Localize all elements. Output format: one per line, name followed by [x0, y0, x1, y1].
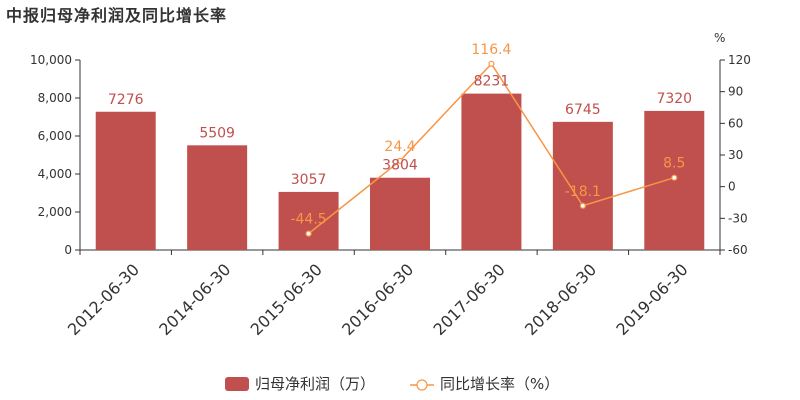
y-right-tick-label: 30: [728, 148, 743, 162]
y-right-tick-label: 90: [728, 85, 743, 99]
bar: [95, 111, 156, 250]
labels-layer: 7276 5509 3057 3804 8231 6745 7320 -44.5 24.4 116…: [108, 42, 692, 228]
growth-value-label: 24.4: [384, 139, 415, 155]
y-left-tick-label: 4,000: [38, 167, 72, 181]
growth-value-label: -18.1: [565, 184, 601, 200]
bar-value-label: 6745: [565, 102, 601, 118]
bar-value-label: 3804: [382, 158, 418, 174]
y-left-tick-label: 2,000: [38, 205, 72, 219]
legend-label-bar: 归母净利润（万）: [255, 375, 375, 393]
bar: [552, 121, 613, 250]
y-right-tick-label: -60: [728, 243, 748, 257]
bar: [278, 191, 339, 250]
chart-title: 中报归母净利润及同比增长率: [6, 6, 228, 25]
y-left-tick-label: 8,000: [38, 91, 72, 105]
bar: [461, 93, 522, 251]
x-tick-label: 2018-06-30: [521, 260, 600, 339]
bar-value-label: 5509: [199, 125, 235, 141]
x-tick-label: 2019-06-30: [612, 260, 691, 339]
growth-point: [488, 60, 495, 67]
x-tick-label: 2016-06-30: [338, 260, 417, 339]
y-left-tick-label: 0: [64, 243, 72, 257]
x-tick-label: 2012-06-30: [64, 260, 143, 339]
legend-label-line: 同比增长率（%）: [440, 375, 559, 393]
line-layer: [305, 60, 678, 237]
growth-point: [579, 202, 586, 209]
y-left-tick-label: 10,000: [30, 53, 72, 67]
bar-value-label: 3057: [291, 172, 327, 188]
bar: [187, 145, 248, 250]
legend-swatch-bar: [225, 377, 249, 391]
y-right-tick-label: 0: [728, 180, 736, 194]
growth-value-label: 8.5: [663, 156, 685, 172]
bar-value-label: 8231: [474, 74, 510, 90]
bar: [370, 177, 430, 250]
growth-point: [671, 174, 678, 181]
y-right-tick-label: 120: [728, 53, 751, 67]
growth-point: [305, 230, 312, 237]
x-tick-label: 2015-06-30: [247, 260, 326, 339]
bars-layer: [95, 93, 705, 251]
y-right-tick-label: 60: [728, 116, 743, 130]
bar-value-label: 7320: [656, 91, 692, 107]
growth-point: [396, 157, 404, 165]
legend-swatch-marker: [416, 379, 428, 391]
x-tick-label: 2014-06-30: [155, 260, 234, 339]
y-left-tick-label: 6,000: [38, 129, 72, 143]
growth-value-label: -44.5: [290, 212, 326, 228]
y-right-tick-label: -30: [728, 211, 748, 225]
y-right-unit: %: [714, 31, 725, 45]
x-tick-label: 2017-06-30: [430, 260, 509, 339]
growth-value-label: 116.4: [471, 42, 511, 58]
bar-value-label: 7276: [108, 92, 144, 108]
legend: 归母净利润（万） 同比增长率（%）: [225, 375, 559, 393]
